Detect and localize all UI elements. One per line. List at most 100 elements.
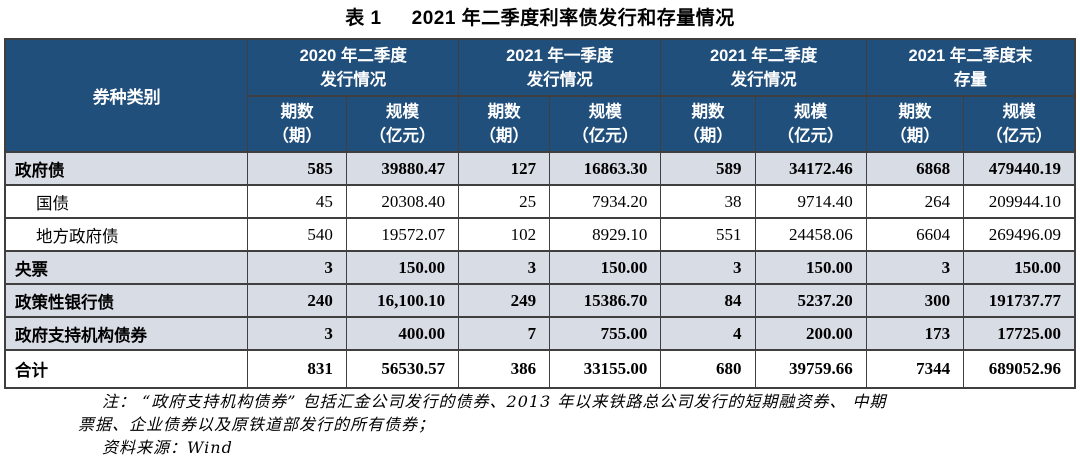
row-label: 地方政府债 xyxy=(4,217,249,252)
header-line: （期） xyxy=(890,127,940,145)
cell-value: 269496.09 xyxy=(963,217,1076,252)
cell-value: 3 xyxy=(865,250,965,285)
header-line: 期数 xyxy=(691,103,725,121)
header-group-2021q2-outstanding: 2021 年二季度末 存量 xyxy=(865,38,1076,97)
table-row: 政策性银行债 240 16,100.10 249 15386.70 84 5237.20 30… xyxy=(4,283,1076,318)
cell-value: 7 xyxy=(458,316,551,351)
cell-value: 33155.00 xyxy=(549,349,662,389)
table-row: 政府债 585 39880.47 127 16863.30 589 34172.46 6868… xyxy=(4,151,1076,186)
header-count-col: 期数 （期） xyxy=(458,95,551,153)
table-title-prefix: 表 1 xyxy=(345,8,382,29)
cell-value: 585 xyxy=(247,151,347,186)
cell-value: 9714.40 xyxy=(754,184,867,219)
cell-value: 551 xyxy=(660,217,756,252)
cell-value: 39759.66 xyxy=(754,349,867,389)
cell-value: 15386.70 xyxy=(549,283,662,318)
header-line: （亿元） xyxy=(572,127,639,145)
header-count-col: 期数 （期） xyxy=(247,95,347,153)
header-line: 发行情况 xyxy=(320,70,387,89)
table-row: 地方政府债 540 19572.07 102 8929.10 551 24458.06 660… xyxy=(4,217,1076,252)
cell-value: 3 xyxy=(458,250,551,285)
header-line: 规模 xyxy=(386,103,419,121)
row-label: 央票 xyxy=(4,250,249,285)
header-count-col: 期数 （期） xyxy=(660,95,756,153)
header-line: 规模 xyxy=(1002,103,1036,121)
cell-value: 150.00 xyxy=(963,250,1076,285)
header-scale-col: 规模 （亿元） xyxy=(345,95,460,153)
cell-value: 84 xyxy=(660,283,756,318)
header-count-col: 期数 （期） xyxy=(865,95,965,153)
cell-value: 680 xyxy=(660,349,756,389)
cell-value: 56530.57 xyxy=(345,349,460,389)
cell-value: 6868 xyxy=(865,151,965,186)
header-group-2020q2-issuance: 2020 年二季度 发行情况 xyxy=(247,38,460,97)
cell-value: 7344 xyxy=(865,349,965,389)
cell-value: 3 xyxy=(247,316,347,351)
header-line: 2020 年二季度 xyxy=(299,46,407,65)
bond-issuance-table: 券种类别 2020 年二季度 发行情况 2021 年一季度 发行情况 2021 … xyxy=(4,38,1076,389)
header-line: 规模 xyxy=(588,103,622,121)
row-label: 政府支持机构债券 xyxy=(4,316,249,351)
cell-value: 38 xyxy=(660,184,756,219)
header-line: 2021 年二季度末 xyxy=(908,46,1033,65)
note-source: 资料来源：Wind xyxy=(102,438,233,457)
cell-value: 264 xyxy=(865,184,965,219)
header-line: （亿元） xyxy=(369,127,436,145)
cell-value: 150.00 xyxy=(549,250,662,285)
table-title: 表 1 2021 年二季度利率债发行和存量情况 xyxy=(0,3,1080,30)
cell-value: 8929.10 xyxy=(549,217,662,252)
cell-value: 831 xyxy=(247,349,347,389)
header-sub-row: 期数 （期） 规模 （亿元） 期数 （期） 规模 （亿元） 期数 （期） 规模 … xyxy=(5,95,1076,153)
cell-value: 191737.77 xyxy=(963,283,1076,318)
header-category: 券种类别 xyxy=(4,38,249,153)
cell-value: 45 xyxy=(247,184,347,219)
header-group-2021q1-issuance: 2021 年一季度 发行情况 xyxy=(458,38,662,97)
footnotes: 注： “政府支持机构债券” 包括汇金公司发行的债券、2013 年以来铁路总公司发… xyxy=(78,390,1038,459)
cell-value: 200.00 xyxy=(754,316,867,351)
cell-value: 4 xyxy=(660,316,756,351)
row-label: 政策性银行债 xyxy=(4,283,249,318)
header-line: 期数 xyxy=(487,103,521,121)
table-body: 政府债 585 39880.47 127 16863.30 589 34172.46 6868… xyxy=(4,151,1076,389)
table-row: 央票 3 150.00 3 150.00 3 150.00 3 150.00 xyxy=(4,250,1076,285)
cell-value: 540 xyxy=(247,217,347,252)
table-row: 政府支持机构债券 3 400.00 7 755.00 4 200.00 173 17725.00 xyxy=(4,316,1076,351)
cell-value: 150.00 xyxy=(345,250,460,285)
cell-value: 6604 xyxy=(865,217,965,252)
header-line: 发行情况 xyxy=(730,70,797,89)
cell-value: 240 xyxy=(247,283,347,318)
cell-value: 755.00 xyxy=(549,316,662,351)
cell-value: 16,100.10 xyxy=(345,283,460,318)
header-scale-col: 规模 （亿元） xyxy=(963,95,1076,153)
header-group-row: 券种类别 2020 年二季度 发行情况 2021 年一季度 发行情况 2021 … xyxy=(4,38,1076,153)
table-title-text: 2021 年二季度利率债发行和存量情况 xyxy=(411,8,735,29)
header-line: 期数 xyxy=(280,103,314,121)
header-line: 2021 年二季度 xyxy=(709,46,818,65)
cell-value: 16863.30 xyxy=(549,151,662,186)
row-label: 政府债 xyxy=(4,151,249,186)
cell-value: 173 xyxy=(865,316,965,351)
header-line: 发行情况 xyxy=(526,70,593,89)
cell-value: 24458.06 xyxy=(754,217,867,252)
header-line: （亿元） xyxy=(986,127,1053,145)
header-line: 2021 年一季度 xyxy=(506,46,614,65)
cell-value: 400.00 xyxy=(345,316,460,351)
header-line: 规模 xyxy=(794,103,828,121)
note-line-1: 注： “政府支持机构债券” 包括汇金公司发行的债券、2013 年以来铁路总公司发… xyxy=(102,392,887,411)
row-label: 合计 xyxy=(4,349,249,389)
row-label: 国债 xyxy=(4,184,249,219)
cell-value: 209944.10 xyxy=(963,184,1076,219)
table-row: 合计 831 56530.57 386 33155.00 680 39759.66 7344 6… xyxy=(4,349,1076,389)
note-line-2: 票据、企业债券以及原铁道部发行的所有债券； xyxy=(78,415,436,434)
header-group-2021q2-issuance: 2021 年二季度 发行情况 xyxy=(660,38,867,97)
cell-value: 150.00 xyxy=(754,250,867,285)
cell-value: 34172.46 xyxy=(754,151,867,186)
header-line: （亿元） xyxy=(777,127,844,145)
cell-value: 25 xyxy=(458,184,551,219)
cell-value: 19572.07 xyxy=(345,217,460,252)
cell-value: 3 xyxy=(660,250,756,285)
header-line: （期） xyxy=(479,127,529,145)
header-line: 存量 xyxy=(953,70,987,89)
cell-value: 5237.20 xyxy=(754,283,867,318)
header-scale-col: 规模 （亿元） xyxy=(549,95,662,153)
